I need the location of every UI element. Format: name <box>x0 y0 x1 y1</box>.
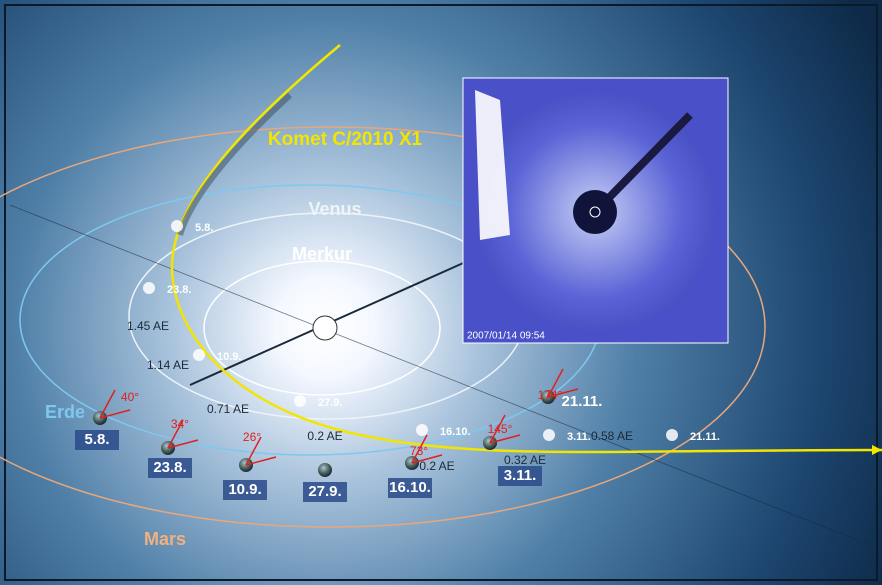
angle-label: 145° <box>488 422 513 436</box>
comet-glow <box>193 349 205 361</box>
comet-glow <box>543 429 555 441</box>
comet-date: 5.8. <box>195 222 213 234</box>
angle-label: 73° <box>410 444 428 458</box>
comet-date: 10.9. <box>217 351 241 363</box>
inset-occulter <box>573 190 617 234</box>
distance-label: 1.45 AE <box>127 319 169 333</box>
comet-date: 3.11. <box>567 431 591 443</box>
diagram: Komet C/2010 X1 Venus Merkur Erde Mars 2… <box>0 0 882 585</box>
planet-label: Venus <box>308 199 361 219</box>
earth-date: 23.8. <box>153 459 186 476</box>
comet-date: 27.9. <box>318 397 342 409</box>
distance-label: 0.2 AE <box>307 429 342 443</box>
comet-glow <box>666 429 678 441</box>
comet-glow <box>294 395 306 407</box>
distance-label: 0.71 AE <box>207 402 249 416</box>
inset: 2007/01/14 09:54 <box>463 78 728 343</box>
distance-label: 0.2 AE <box>419 459 454 473</box>
earth-date: 27.9. <box>308 483 341 500</box>
earth-date: 21.11. <box>562 393 603 410</box>
comet-title: Komet C/2010 X1 <box>268 129 423 150</box>
comet-date: 23.8. <box>167 284 191 296</box>
planet-label: Mars <box>144 529 186 549</box>
inset-timestamp: 2007/01/14 09:54 <box>467 331 545 342</box>
earth-date: 3.11. <box>504 467 537 484</box>
comet-glow <box>171 220 183 232</box>
distance-label: 0.58 AE <box>591 429 633 443</box>
angle-label: 174° <box>538 388 563 402</box>
comet-date: 16.10. <box>440 426 471 438</box>
earth-date: 5.8. <box>84 431 109 448</box>
earth-date: 16.10. <box>389 479 431 496</box>
angle-label: 34° <box>171 417 189 431</box>
comet-glow <box>143 282 155 294</box>
planet-label: Merkur <box>292 244 352 264</box>
distance-label: 0.32 AE <box>504 453 546 467</box>
sun <box>313 316 337 340</box>
angle-label: 26° <box>243 430 261 444</box>
distance-label: 1.14 AE <box>147 358 189 372</box>
earth <box>318 463 332 477</box>
planet-label: Erde <box>45 402 85 422</box>
comet-date: 21.11. <box>690 431 720 443</box>
earth-date: 10.9. <box>228 481 261 498</box>
angle-label: 40° <box>121 390 139 404</box>
comet-glow <box>416 424 428 436</box>
